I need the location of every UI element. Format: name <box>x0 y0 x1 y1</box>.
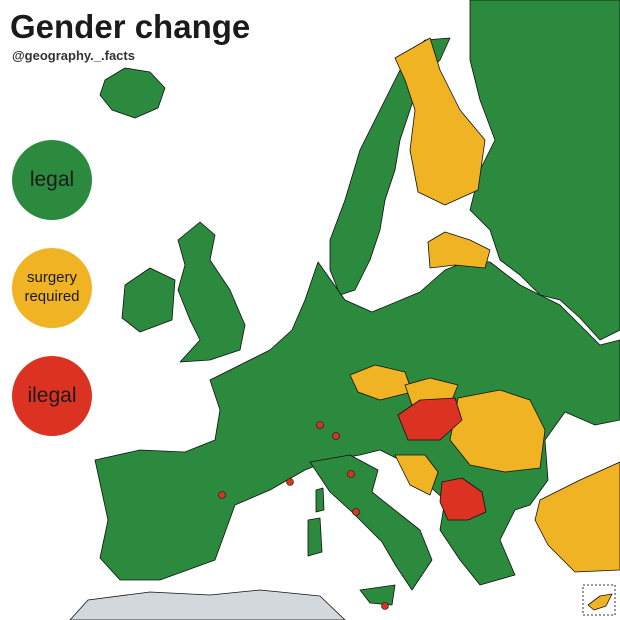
bosnia <box>394 454 439 496</box>
great-britain <box>177 221 246 363</box>
dot <box>286 478 294 486</box>
corsica <box>315 487 325 513</box>
romania <box>449 389 546 473</box>
legend-label: ilegal <box>27 383 77 407</box>
cyprus <box>587 593 613 611</box>
latvia <box>427 231 491 269</box>
sardinia <box>307 517 323 557</box>
italy <box>309 454 433 591</box>
illegal-countries <box>397 397 487 521</box>
sicily <box>359 584 396 606</box>
legend-label: legal <box>29 167 75 191</box>
cyprus-inset <box>582 584 616 616</box>
illegal-dots <box>218 421 389 610</box>
legend-badge: legal <box>12 140 92 220</box>
hungary <box>397 397 463 441</box>
mainland <box>94 259 620 586</box>
legend-label: surgery required <box>24 269 80 305</box>
subtitle: @geography._.facts <box>12 48 135 63</box>
dot <box>332 432 340 440</box>
dot <box>381 602 389 610</box>
turkey <box>534 461 620 573</box>
ireland <box>121 267 176 333</box>
dot <box>218 491 226 499</box>
finland <box>394 37 486 206</box>
dot <box>347 470 355 478</box>
serbia-macedonia <box>439 477 487 521</box>
title: Gender change <box>10 8 251 45</box>
iceland <box>99 67 166 119</box>
legend-badge: surgery required <box>12 248 92 328</box>
dot <box>316 421 324 429</box>
africa <box>69 589 346 620</box>
legend-badge: ilegal <box>12 356 92 436</box>
scandinavia <box>329 37 451 296</box>
land <box>69 0 620 620</box>
dot <box>352 508 360 516</box>
russia <box>469 0 620 341</box>
